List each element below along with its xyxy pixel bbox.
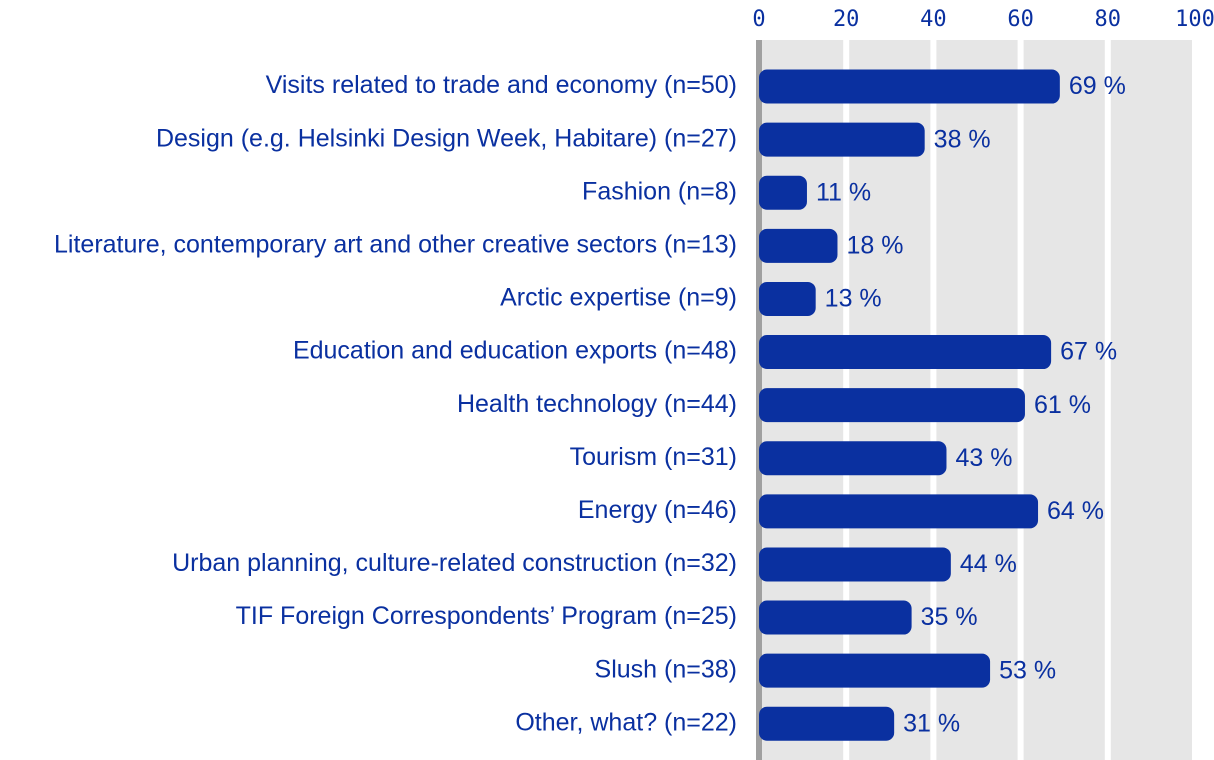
category-label: Fashion (n=8)	[582, 177, 737, 205]
category-label: Literature, contemporary art and other c…	[54, 230, 737, 258]
x-tick-label: 0	[752, 7, 765, 32]
value-label: 44 %	[960, 550, 1017, 578]
category-label: TIF Foreign Correspondents’ Program (n=2…	[236, 602, 737, 630]
value-label: 18 %	[846, 231, 903, 259]
bar	[759, 600, 912, 635]
x-tick-label: 40	[920, 7, 947, 32]
value-label: 69 %	[1069, 72, 1126, 100]
x-tick-label: 80	[1095, 7, 1122, 32]
value-label: 35 %	[921, 603, 978, 631]
value-label: 64 %	[1047, 497, 1104, 525]
bar	[759, 335, 1052, 370]
category-label: Design (e.g. Helsinki Design Week, Habit…	[156, 124, 737, 152]
x-tick-label: 20	[833, 7, 860, 32]
category-label: Tourism (n=31)	[570, 443, 737, 471]
category-label: Slush (n=38)	[595, 655, 737, 683]
category-label: Urban planning, culture-related construc…	[172, 549, 737, 577]
category-label: Health technology (n=44)	[457, 390, 737, 418]
x-tick-label: 100	[1175, 7, 1214, 32]
bar	[759, 388, 1025, 423]
category-label: Other, what? (n=22)	[515, 708, 737, 736]
category-label: Visits related to trade and economy (n=5…	[266, 71, 737, 99]
bar	[759, 175, 807, 210]
value-label: 53 %	[999, 656, 1056, 684]
category-label: Education and education exports (n=48)	[293, 337, 737, 365]
value-label: 43 %	[955, 444, 1012, 472]
bar	[759, 706, 895, 741]
value-label: 61 %	[1034, 391, 1091, 419]
category-label: Arctic expertise (n=9)	[500, 284, 737, 312]
bar	[759, 441, 947, 476]
bar	[759, 653, 991, 688]
bar	[759, 281, 816, 316]
x-tick-label: 60	[1007, 7, 1034, 32]
bar	[759, 547, 951, 582]
bar	[759, 228, 838, 263]
value-label: 13 %	[825, 285, 882, 313]
bar	[759, 122, 925, 157]
category-label: Energy (n=46)	[578, 496, 737, 524]
bar	[759, 69, 1060, 104]
value-label: 67 %	[1060, 338, 1117, 366]
bar	[759, 494, 1039, 529]
value-label: 11 %	[816, 178, 871, 206]
value-label: 38 %	[934, 125, 991, 153]
value-label: 31 %	[903, 709, 960, 737]
